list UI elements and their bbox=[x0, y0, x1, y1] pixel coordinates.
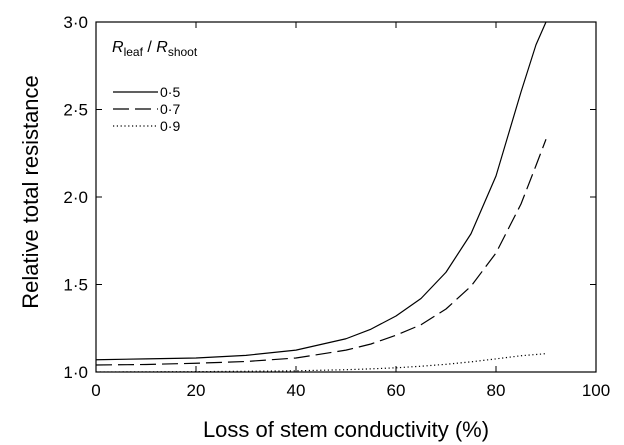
plot-border bbox=[95, 21, 597, 373]
x-tick-label: 60 bbox=[387, 381, 406, 400]
x-tick-label: 80 bbox=[487, 381, 506, 400]
x-tick-label: 0 bbox=[91, 381, 100, 400]
x-tick-label: 40 bbox=[287, 381, 306, 400]
x-axis: 0 20 40 60 80 100 bbox=[91, 22, 610, 400]
legend-title: Rleaf / Rshoot bbox=[112, 39, 198, 59]
legend: Rleaf / Rshoot 0·50·70·9 bbox=[112, 39, 198, 134]
legend-title-sub1: leaf bbox=[124, 45, 144, 59]
x-tick-label: 20 bbox=[187, 381, 206, 400]
legend-label-3: 0·9 bbox=[160, 118, 180, 134]
y-tick-label: 1·5 bbox=[63, 276, 88, 295]
x-axis-title: Loss of stem conductivity (%) bbox=[203, 417, 489, 442]
plot-frame bbox=[95, 21, 597, 373]
y-tick-label: 2·0 bbox=[63, 188, 88, 207]
series-line-3 bbox=[96, 353, 547, 372]
legend-title-r2: R bbox=[156, 39, 168, 56]
y-tick-label: 2·5 bbox=[63, 101, 88, 120]
y-tick-label: 3·0 bbox=[63, 13, 88, 32]
legend-title-sub2: shoot bbox=[168, 45, 198, 59]
legend-title-sep: / bbox=[143, 39, 156, 56]
x-tick-label: 100 bbox=[582, 381, 610, 400]
legend-title-r1: R bbox=[112, 39, 124, 56]
y-tick-label: 1·0 bbox=[63, 363, 88, 382]
legend-label-2: 0·7 bbox=[160, 101, 180, 117]
series-line-2 bbox=[96, 139, 547, 366]
y-axis: 1·0 1·5 2·0 2·5 3·0 bbox=[63, 13, 596, 382]
series-layer bbox=[96, 22, 547, 372]
y-axis-title: Relative total resistance bbox=[18, 75, 43, 309]
legend-items: 0·50·70·9 bbox=[113, 84, 180, 134]
series-line-1 bbox=[96, 22, 547, 361]
legend-label-1: 0·5 bbox=[160, 84, 180, 100]
